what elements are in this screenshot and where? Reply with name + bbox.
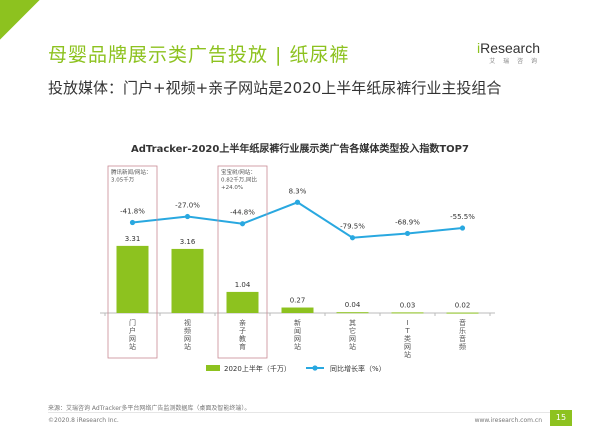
growth-label-3: 8.3%	[289, 187, 307, 195]
annotation-box-0	[107, 165, 158, 359]
footer-url: www.iresearch.com.cn	[474, 417, 542, 424]
growth-point-0	[129, 219, 136, 226]
bar-value-label-4: 0.04	[345, 301, 361, 309]
media-type-chart: 3.31 门户网站 3.16 视频网站 1.04 亲子教育 0.27 新闻网站 0.04 其它网站…	[100, 165, 495, 373]
growth-point-4	[349, 235, 356, 241]
growth-label-1: -27.0%	[175, 202, 200, 210]
annotation-text-0-0: 腾讯新闻/网站：	[111, 168, 151, 176]
bar-value-label-5: 0.03	[400, 301, 416, 309]
growth-label-6: -55.5%	[450, 213, 475, 221]
bar-value-label-3: 0.27	[290, 297, 306, 305]
bar-1	[171, 248, 204, 313]
iresearch-logo: iResearch 艾 瑞 咨 询	[477, 40, 540, 65]
growth-label-5: -68.9%	[395, 218, 420, 226]
x-tick-label-2: 亲子教育	[239, 318, 246, 351]
growth-point-6	[459, 225, 466, 231]
bar-0	[116, 245, 149, 313]
bar-6	[446, 312, 479, 314]
chart-title: AdTracker-2020上半年纸尿裤行业展示类广告各媒体类型投入指数TOP7	[131, 144, 469, 155]
legend-bar-swatch	[206, 365, 220, 371]
annotation-text-1-1: 0.82千万,同比	[221, 176, 257, 184]
legend-line-label: 同比增长率（%）	[330, 364, 386, 373]
growth-label-2: -44.8%	[230, 209, 255, 217]
logo-wordmark: iResearch	[477, 40, 540, 56]
growth-point-1	[184, 213, 191, 220]
x-tick-label-0: 门户网站	[129, 318, 136, 351]
footer-source: 来源：艾瑞咨询 AdTracker多平台网络广告监测数据库（桌面及智能终端）。	[48, 405, 251, 412]
bar-value-label-6: 0.02	[455, 302, 471, 310]
footer-copyright: ©2020.8 iResearch Inc.	[48, 417, 119, 424]
annotation-text-1-2: +24.0%	[221, 185, 243, 191]
footer-divider	[48, 412, 572, 413]
bar-5	[391, 312, 424, 314]
growth-point-2	[239, 221, 246, 227]
x-tick-label-4: 其它网站	[349, 319, 356, 351]
bar-value-label-2: 1.04	[235, 281, 251, 289]
logo-subtext: 艾 瑞 咨 询	[489, 58, 540, 65]
page-title: 母婴品牌展示类广告投放 | 纸尿裤	[48, 44, 350, 66]
x-tick-label-6: 音乐音频	[459, 318, 466, 351]
logo-research: Research	[480, 40, 540, 56]
growth-label-0: -41.8%	[120, 208, 145, 216]
annotation-text-0-1: 3.05千万	[111, 176, 135, 184]
page-subtitle: 投放媒体：门户+视频+亲子网站是2020上半年纸尿裤行业主投组合	[48, 79, 502, 97]
x-tick-label-3: 新闻网站	[294, 318, 301, 351]
growth-label-4: -79.5%	[340, 223, 365, 231]
x-tick-label-5: I T 类网站	[404, 319, 411, 359]
page-number: 15	[550, 410, 572, 426]
legend-line-marker	[312, 365, 318, 371]
bar-4	[336, 312, 369, 314]
bar-3	[281, 307, 314, 313]
bar-value-label-0: 3.31	[125, 235, 141, 243]
bar-2	[226, 291, 259, 313]
growth-point-3	[294, 199, 301, 205]
annotation-text-1-0: 宝宝树/网站：	[221, 168, 256, 176]
bar-value-label-1: 3.16	[180, 238, 196, 246]
x-tick-label-1: 视频网站	[184, 318, 191, 351]
annotation-box-1	[217, 165, 268, 359]
growth-point-5	[404, 230, 411, 237]
logo-i: i	[476, 40, 481, 56]
legend-bar-label: 2020上半年（千万）	[224, 364, 291, 373]
